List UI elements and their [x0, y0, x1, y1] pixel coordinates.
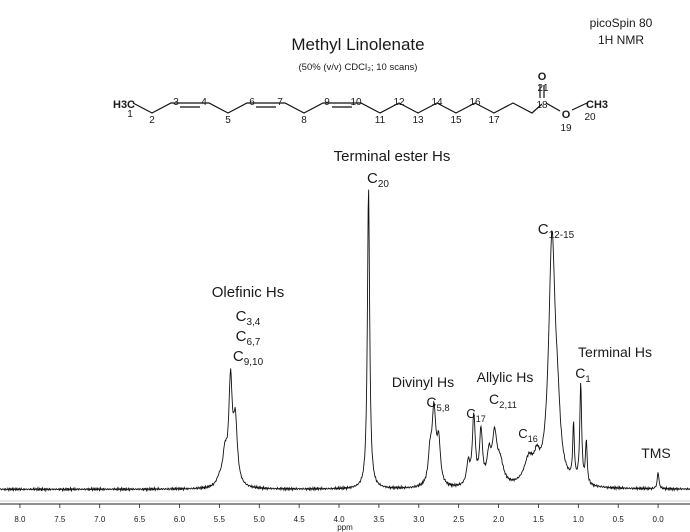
ester-bond-o-c [571, 102, 588, 111]
x-tick-label: 7.5 [54, 515, 66, 524]
annotation-tms: TMS [641, 445, 671, 461]
atom-number: 15 [450, 115, 462, 126]
annotation-terminal-c1: C1 [575, 365, 590, 385]
annotation-terminal-ester-label: Terminal ester Hs [334, 148, 451, 165]
atom-number: 11 [375, 115, 386, 126]
x-tick-label: 3.0 [413, 515, 425, 524]
ester-bond-c-o [545, 102, 561, 112]
spectrum-series-line [0, 189, 690, 493]
x-tick-label: 8.0 [14, 515, 26, 524]
x-tick-label: 1.0 [573, 515, 585, 524]
atom-number: 17 [488, 115, 500, 126]
annotation-olefinic-c67: C6,7 [236, 328, 261, 348]
carbonyl-oxygen: O [538, 71, 547, 83]
x-tick-label: 0.0 [653, 515, 665, 524]
x-tick-label: 2.5 [453, 515, 465, 524]
x-tick-label: 6.0 [174, 515, 186, 524]
atom-number: 9 [324, 97, 330, 108]
x-tick-label: 6.5 [134, 515, 146, 524]
atom-number: 1 [127, 109, 133, 120]
atom-number: 16 [469, 97, 481, 108]
carbon-chain [132, 102, 543, 114]
atom-number: 10 [350, 97, 362, 108]
peak-annotations: Olefinic Hs C3,4 C6,7 C9,10 Terminal est… [212, 148, 671, 461]
x-tick-label: 7.0 [94, 515, 106, 524]
x-tick-label: 5.0 [254, 515, 266, 524]
annotation-olefinic-c910: C9,10 [233, 348, 264, 368]
x-axis: 8.0 7.5 7.0 6.5 6.0 5.5 5.0 4.5 4.0 3.5 3.0 2.5 2.0 1… [0, 500, 690, 524]
atom-number: 12 [393, 97, 405, 108]
atom-number: 4 [201, 97, 207, 108]
x-tick-label: 5.5 [214, 515, 226, 524]
molecular-structure: H3C CH3 O O 1 2 3 4 5 6 7 8 9 10 11 12 1… [113, 71, 608, 134]
x-tick-label: 0.5 [613, 515, 625, 524]
annotation-terminal-label: Terminal Hs [578, 344, 652, 360]
atom-number: 8 [301, 115, 307, 126]
instrument-mode: 1H NMR [598, 33, 644, 47]
annotation-c17: C17 [466, 406, 485, 424]
annotation-allylic-label: Allylic Hs [477, 369, 534, 385]
atom-number: 7 [277, 97, 283, 108]
x-tick-label: 4.0 [333, 515, 345, 524]
annotation-olefinic-label: Olefinic Hs [212, 284, 285, 301]
x-tick-label: 3.5 [373, 515, 385, 524]
instrument-name: picoSpin 80 [590, 16, 653, 30]
atom-number: 14 [431, 97, 443, 108]
atom-number: 21 [537, 83, 549, 94]
annotation-divinyl-label: Divinyl Hs [392, 374, 454, 390]
chart-title: Methyl Linolenate [291, 35, 424, 54]
atom-number: 6 [249, 97, 255, 108]
chart-subtitle: (50% (v/v) CDCl₃; 10 scans) [299, 62, 418, 73]
x-tick-label: 1.5 [533, 515, 545, 524]
atom-number: 19 [560, 123, 572, 134]
methyl-group-ch3: CH3 [586, 99, 608, 111]
ester-oxygen: O [562, 109, 571, 121]
atom-number: 20 [584, 112, 596, 123]
annotation-terminal-ester-c20: C20 [367, 170, 389, 190]
annotation-allylic-c211: C2,11 [489, 391, 517, 411]
annotation-olefinic-c34: C3,4 [236, 308, 261, 328]
atom-number: 18 [536, 100, 548, 111]
annotation-c16: C16 [518, 426, 537, 444]
atom-number: 5 [225, 115, 231, 126]
methyl-group-h3c: H3C [113, 99, 135, 111]
atom-number: 13 [412, 115, 424, 126]
atom-number: 2 [149, 115, 155, 126]
annotation-divinyl-c58: C5,8 [426, 394, 449, 414]
annotation-c1215: C12-15 [538, 221, 575, 241]
atom-number: 3 [173, 97, 179, 108]
x-tick-label: 4.5 [294, 515, 306, 524]
x-tick-label: 2.0 [493, 515, 505, 524]
x-axis-label: ppm [337, 523, 353, 532]
